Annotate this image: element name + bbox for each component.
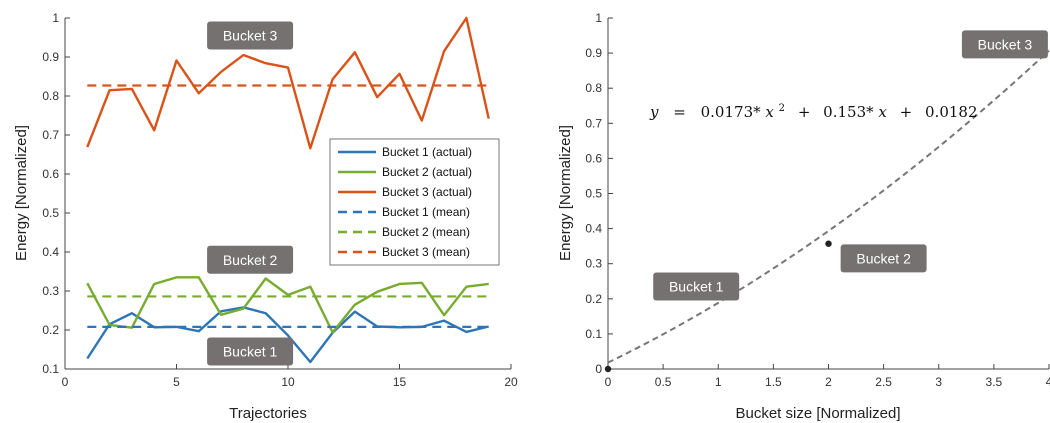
right-xtick-label: 2 <box>825 375 832 389</box>
eq-equals: = <box>673 103 686 121</box>
right-xlabel: Bucket size [Normalized] <box>735 405 900 422</box>
right-ytick-label: 0.5 <box>585 187 602 201</box>
right-ytick-label: 0.6 <box>585 151 602 165</box>
left-xtick-label: 15 <box>393 375 407 389</box>
fit-equation: y = 0.0173* x 2 + 0.153* x + 0.0182 <box>649 97 978 121</box>
left-annotation-3-box <box>207 337 294 366</box>
eq-x1: x <box>765 103 774 121</box>
right-axes: 0 0.5 1 1.5 2 2.5 3 3.5 4 0 0.1 0.2 0.3 0.4 0.5 0.6 0.7 0… <box>585 11 1050 389</box>
left-ytick-label: 0.7 <box>42 128 59 142</box>
legend-item: Bucket 1 (actual) <box>338 145 472 159</box>
left-legend: Bucket 1 (actual) Bucket 2 (actual) Bucket… <box>329 138 500 266</box>
right-ytick-label: 0.7 <box>585 116 602 130</box>
left-annotations: Bucket 3 Bucket 2 Bucket 1 <box>207 21 294 366</box>
legend-box <box>329 138 500 266</box>
right-xtick-label: 2.5 <box>875 375 892 389</box>
eq-coef3: 0.0182 <box>925 103 978 121</box>
eq-coef2: 0.153* <box>823 103 874 121</box>
right-xtick-label: 4 <box>1046 375 1050 389</box>
eq-plus2: + <box>900 103 913 121</box>
left-ytick-label: 0.3 <box>42 284 59 298</box>
right-xtick-label: 0.5 <box>655 375 672 389</box>
legend-label: Bucket 3 (actual) <box>382 185 472 199</box>
legend-label: Bucket 1 (actual) <box>382 145 472 159</box>
left-xlabel: Trajectories <box>229 405 307 422</box>
left-ylabel: Energy [Normalized] <box>13 125 30 261</box>
right-ytick-label: 0.4 <box>585 222 602 236</box>
left-xtick-label: 5 <box>173 375 180 389</box>
left-ytick-label: 0.4 <box>42 245 59 259</box>
right-ytick-label: 1 <box>595 11 602 25</box>
left-xtick-label: 0 <box>62 375 69 389</box>
right-chart: 0 0.5 1 1.5 2 2.5 3 3.5 4 0 0.1 0.2 0.3 0.4 0.5 0.6 0.7 0… <box>557 11 1050 422</box>
left-plot-lines <box>86 16 490 364</box>
right-xtick-label: 0 <box>605 375 612 389</box>
right-xtick-label: 3.5 <box>986 375 1003 389</box>
left-ytick-label: 0.9 <box>42 50 59 64</box>
left-annotation-2-box <box>207 245 294 274</box>
left-ytick-label: 1 <box>52 11 59 25</box>
right-annotation-2-label: Bucket 2 <box>856 250 911 266</box>
right-annotations: Bucket 1 Bucket 2 Bucket 3 <box>653 30 1048 301</box>
left-ytick-label: 0.5 <box>42 206 59 220</box>
legend-item: Bucket 3 (actual) <box>338 185 472 199</box>
legend-item: Bucket 2 (mean) <box>338 225 470 239</box>
left-annotation-2: Bucket 2 <box>207 245 294 274</box>
left-annotation-3-label: Bucket 1 <box>223 343 278 359</box>
right-annotation-1-label: Bucket 1 <box>669 279 724 295</box>
right-ylabel: Energy [Normalized] <box>557 125 574 261</box>
right-ytick-label: 0 <box>595 362 602 376</box>
left-xtick-label: 10 <box>281 375 295 389</box>
fit-curve <box>607 49 1050 364</box>
left-ytick-label: 0.6 <box>42 167 59 181</box>
right-annotation-2-box <box>840 244 927 273</box>
right-ytick-label: 0.3 <box>585 257 602 271</box>
right-ytick-label: 0.2 <box>585 292 602 306</box>
right-ytick-label: 0.9 <box>585 46 602 60</box>
left-ytick-label: 0.8 <box>42 89 59 103</box>
left-annotation-1-label: Bucket 3 <box>223 28 278 44</box>
eq-coef1: 0.0173* <box>701 103 761 121</box>
right-points <box>604 240 832 373</box>
left-chart: 0 5 10 15 20 0.1 0.2 0.3 0.4 0.5 0.6 0.7 0.8 0.9 1 Tra… <box>13 11 518 422</box>
legend-item: Bucket 3 (mean) <box>338 245 470 259</box>
left-annotation-1: Bucket 3 <box>207 21 294 50</box>
left-ytick-label: 0.2 <box>42 323 59 337</box>
legend-label: Bucket 2 (actual) <box>382 165 472 179</box>
legend-item: Bucket 1 (mean) <box>338 205 470 219</box>
legend-label: Bucket 2 (mean) <box>382 225 470 239</box>
right-ytick-label: 0.1 <box>585 327 602 341</box>
right-annotation-3-box <box>961 30 1048 59</box>
right-annotation-1: Bucket 1 <box>653 272 740 301</box>
data-point-3 <box>825 240 832 247</box>
right-ytick-label: 0.8 <box>585 81 602 95</box>
right-xtick-label: 1.5 <box>765 375 782 389</box>
left-axes: 0 5 10 15 20 0.1 0.2 0.3 0.4 0.5 0.6 0.7 0.8 0.9 1 <box>42 11 518 389</box>
eq-y: y <box>649 103 659 121</box>
legend-item: Bucket 2 (actual) <box>338 165 472 179</box>
eq-exponent: 2 <box>779 103 785 114</box>
left-ytick-label: 0.1 <box>42 362 59 376</box>
left-annotation-2-label: Bucket 2 <box>223 252 278 268</box>
right-xtick-label: 3 <box>935 375 942 389</box>
legend-label: Bucket 1 (mean) <box>382 205 470 219</box>
left-annotation-1-box <box>207 21 294 50</box>
data-point-1 <box>604 365 612 373</box>
left-annotation-3: Bucket 1 <box>207 337 294 366</box>
series-bucket-2-actual <box>86 276 489 334</box>
right-annotation-1-box <box>653 272 740 301</box>
right-annotation-2: Bucket 2 <box>840 244 927 273</box>
right-annotation-3: Bucket 3 <box>961 30 1048 59</box>
right-xtick-label: 1 <box>715 375 722 389</box>
series-bucket-3-actual <box>86 16 490 150</box>
right-annotation-3-label: Bucket 3 <box>978 36 1033 52</box>
left-xtick-label: 20 <box>504 375 518 389</box>
eq-plus1: + <box>798 103 811 121</box>
eq-x2: x <box>878 103 887 121</box>
legend-label: Bucket 3 (mean) <box>382 245 470 259</box>
